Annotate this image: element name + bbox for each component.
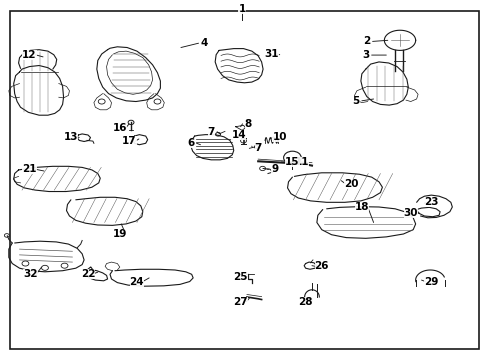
Text: 8: 8 — [244, 119, 251, 129]
Text: 10: 10 — [272, 132, 286, 142]
Text: 3: 3 — [362, 50, 368, 60]
Text: 31: 31 — [264, 49, 278, 59]
Text: 29: 29 — [423, 276, 438, 287]
Text: 28: 28 — [298, 297, 312, 307]
Text: 23: 23 — [423, 197, 438, 207]
Text: 14: 14 — [231, 130, 245, 140]
Text: 5: 5 — [352, 96, 359, 106]
Text: 15: 15 — [285, 157, 299, 167]
Text: 24: 24 — [129, 276, 144, 287]
Text: 32: 32 — [23, 269, 38, 279]
Text: 16: 16 — [112, 123, 127, 133]
Text: 20: 20 — [343, 179, 358, 189]
Text: 9: 9 — [271, 164, 278, 174]
Text: 26: 26 — [314, 261, 328, 271]
Text: 30: 30 — [403, 208, 417, 218]
Text: 2: 2 — [363, 36, 369, 46]
Text: 6: 6 — [187, 138, 194, 148]
Text: 19: 19 — [112, 229, 127, 239]
Text: 11: 11 — [294, 157, 309, 167]
Text: 27: 27 — [233, 297, 247, 307]
Text: 17: 17 — [122, 136, 137, 146]
Text: 25: 25 — [233, 272, 247, 282]
Text: 18: 18 — [354, 202, 368, 212]
Text: 7: 7 — [207, 127, 215, 137]
Text: 7: 7 — [254, 143, 262, 153]
Text: 12: 12 — [22, 50, 37, 60]
Text: 1: 1 — [238, 4, 245, 14]
Text: 21: 21 — [22, 164, 37, 174]
Text: 4: 4 — [200, 38, 208, 48]
Text: 13: 13 — [63, 132, 78, 142]
Text: 22: 22 — [81, 269, 95, 279]
